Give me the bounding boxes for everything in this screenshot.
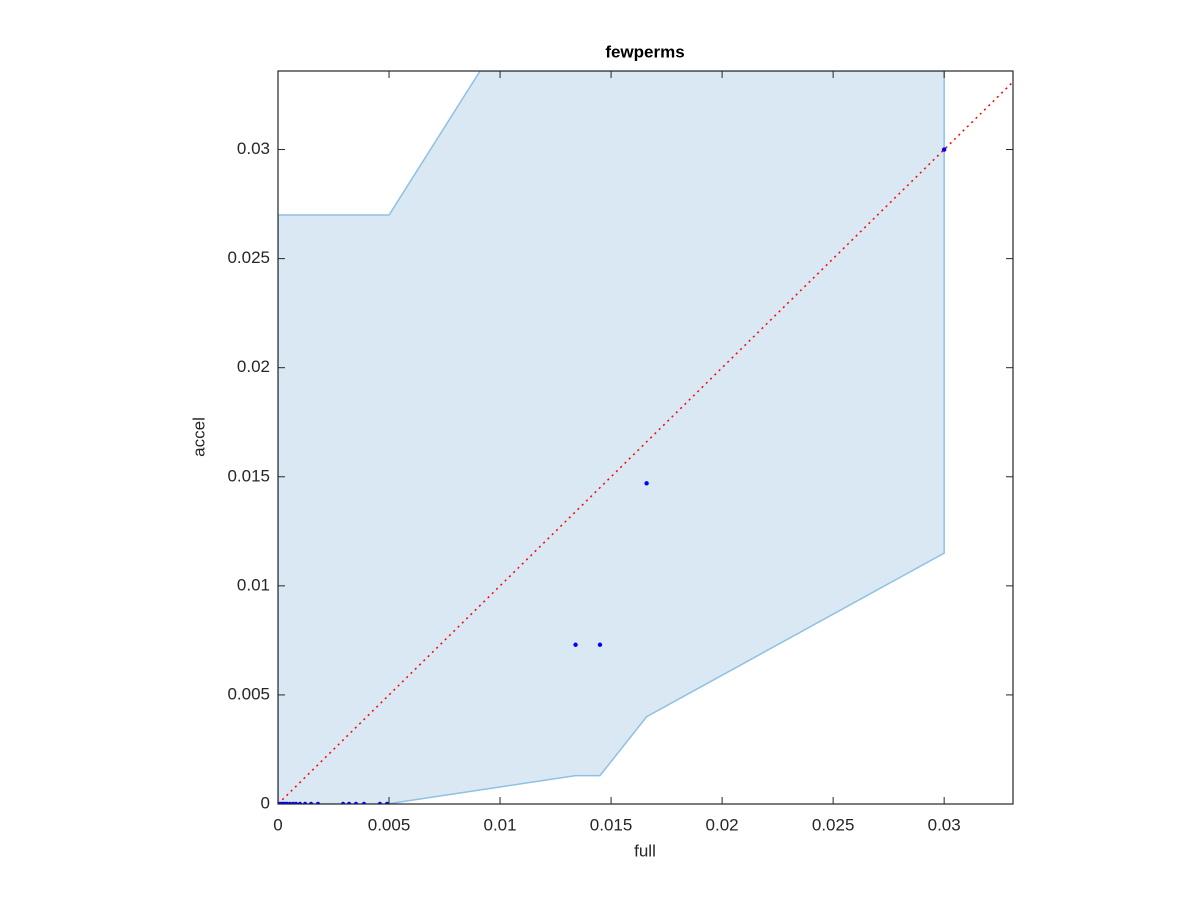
y-tick-label: 0.01 — [237, 575, 270, 594]
x-tick-label: 0.03 — [928, 815, 961, 834]
y-tick-label: 0 — [261, 793, 270, 812]
reference-line — [278, 80, 1013, 804]
y-axis-label: accel — [189, 417, 208, 457]
y-tick-label: 0.005 — [227, 684, 270, 703]
data-point — [597, 642, 603, 647]
y-tick-label: 0.02 — [237, 357, 270, 376]
y-tick-label: 0.03 — [237, 139, 270, 158]
band-area — [278, 71, 945, 804]
x-tick-label: 0 — [273, 815, 282, 834]
chart-title: fewperms — [605, 42, 684, 61]
x-tick-label: 0.025 — [812, 815, 855, 834]
plot-area — [278, 71, 1013, 804]
axes-box — [277, 70, 1014, 805]
x-axis-label: full — [634, 841, 656, 860]
y-tick-label: 0.025 — [227, 248, 270, 267]
data-point — [941, 147, 947, 152]
y-tick-label: 0.015 — [227, 466, 270, 485]
x-tick-label: 0.02 — [706, 815, 739, 834]
data-point — [573, 642, 578, 647]
x-tick-label: 0.005 — [368, 815, 411, 834]
data-point — [644, 481, 649, 486]
x-tick-label: 0.01 — [484, 815, 517, 834]
x-tick-label: 0.015 — [590, 815, 633, 834]
